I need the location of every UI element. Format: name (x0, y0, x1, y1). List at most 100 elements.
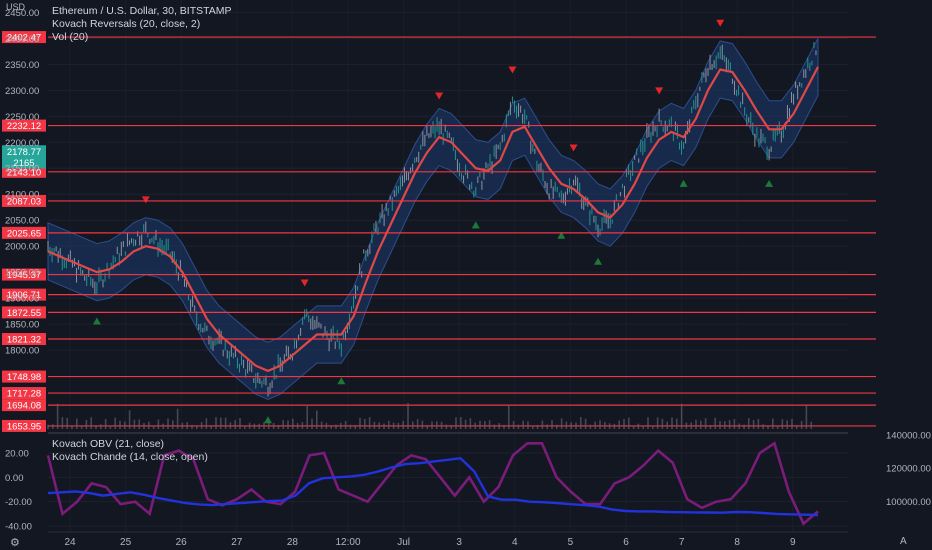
x-tick-label: 12:00 (335, 537, 360, 548)
price-label: 2165 (13, 158, 34, 169)
main-legend: Ethereum / U.S. Dollar, 30, BITSTAMP Kov… (52, 5, 232, 44)
level-tag (2, 119, 46, 132)
y-tick-label: 2050.00 (5, 216, 39, 227)
y-tick-label: 2100.00 (5, 190, 39, 201)
sell-marker (508, 66, 517, 74)
level-label: 1717.28 (7, 389, 41, 400)
x-tick-label: 6 (623, 537, 629, 548)
level-tag (2, 399, 46, 412)
level-label: 1748.98 (7, 372, 41, 383)
level-tag (2, 226, 46, 239)
axes: 2450.002400.002350.002300.002250.002200.… (5, 8, 848, 548)
buy-marker (557, 231, 566, 239)
buy-marker (92, 317, 101, 325)
level-label: 2232.12 (7, 121, 41, 132)
indicator-obv-label[interactable]: Kovach OBV (21, close) (52, 438, 165, 450)
lower-indicator-pane: 20.00 0.00 -20.00 -40.00 140000.00 120000.00 1… (5, 431, 931, 533)
level-tag (2, 306, 46, 319)
reversal-moving-average (47, 66, 819, 373)
level-label: 1821.32 (7, 334, 41, 345)
sell-marker (569, 144, 578, 152)
band-area (47, 38, 819, 400)
price-label: 2178.77 (7, 147, 41, 158)
sell-marker (141, 196, 150, 204)
currency-label[interactable]: USD (6, 2, 26, 12)
sell-marker (435, 92, 444, 100)
buy-marker (471, 221, 480, 229)
indicator-chande-label[interactable]: Kovach Chande (14, close, open) (52, 451, 208, 463)
level-label: 2143.10 (7, 167, 41, 178)
level-label: 2025.65 (7, 228, 41, 239)
lower-y2-tick-label: 100000.00 (886, 497, 931, 508)
y-tick-label: 2300.00 (5, 86, 39, 97)
level-tag (2, 194, 46, 207)
y-tick-label: 1850.00 (5, 320, 39, 331)
indicator-volume-label[interactable]: Vol (20) (52, 31, 89, 43)
y-tick-label: 2250.00 (5, 112, 39, 123)
ma-line (47, 66, 819, 373)
y-tick-label: 2400.00 (5, 34, 39, 45)
indicator-reversals-label[interactable]: Kovach Reversals (20, close, 2) (52, 18, 201, 30)
x-tick-label: 24 (64, 537, 76, 548)
lower-y-tick-label: 20.00 (5, 449, 29, 460)
buy-marker (765, 179, 774, 187)
level-tag (2, 419, 46, 432)
x-tick-label: 28 (287, 537, 299, 548)
sell-marker (655, 87, 664, 95)
level-tag (2, 332, 46, 345)
lower-y-tick-label: -40.00 (5, 522, 32, 533)
level-label: 1872.55 (7, 308, 41, 319)
x-tick-label: 4 (512, 537, 518, 548)
chande-line (46, 441, 819, 526)
y-tick-label: 2450.00 (5, 8, 39, 19)
support-resistance-lines: 2402.47 2232.12 2143.10 2087.03 2025.65 1945.… (2, 31, 876, 432)
level-label: 2402.47 (7, 33, 41, 44)
buy-marker (679, 179, 688, 187)
level-tag (2, 268, 46, 281)
y-tick-label: 2150.00 (5, 164, 39, 175)
level-label: 1906.71 (7, 290, 41, 301)
symbol-title[interactable]: Ethereum / U.S. Dollar, 30, BITSTAMP (52, 5, 232, 17)
y-tick-label: 1900.00 (5, 294, 39, 305)
level-tag (2, 370, 46, 383)
price-tag (2, 145, 46, 158)
reversal-markers (92, 19, 774, 424)
auto-scale-button[interactable]: A (900, 536, 907, 547)
x-tick-label: 3 (456, 537, 462, 548)
level-tag (2, 387, 46, 400)
lower-y-tick-label: 0.00 (5, 473, 24, 484)
x-tick-label: 26 (176, 537, 188, 548)
y-tick-label: 1950.00 (5, 268, 39, 279)
lower-y2-tick-label: 140000.00 (886, 431, 931, 442)
level-label: 2087.03 (7, 196, 41, 207)
level-tag (2, 165, 46, 178)
volume-histogram (47, 403, 813, 429)
x-tick-label: 27 (231, 537, 243, 548)
buy-marker (594, 257, 602, 265)
x-tick-label: 8 (734, 537, 740, 548)
level-label: 1694.08 (7, 401, 41, 412)
x-tick-label: Jul (397, 537, 410, 548)
settings-gear-icon[interactable]: ⚙ (10, 537, 20, 549)
price-tag (2, 156, 46, 169)
sell-marker (300, 279, 309, 287)
level-label: 1653.95 (7, 421, 41, 432)
buy-marker (337, 377, 346, 385)
obv-line (47, 456, 819, 517)
x-tick-label: 9 (790, 537, 796, 548)
level-tag (2, 288, 46, 301)
y-tick-label: 2200.00 (5, 138, 39, 149)
y-tick-label: 1800.00 (5, 346, 39, 357)
lower-y-tick-label: -20.00 (5, 497, 32, 508)
sell-marker (716, 19, 725, 27)
level-label: 1945.37 (7, 270, 41, 281)
lower-y2-tick-label: 120000.00 (886, 464, 931, 475)
y-tick-label: 2000.00 (5, 242, 39, 253)
lower-legend: Kovach OBV (21, close) Kovach Chande (14… (52, 438, 208, 464)
buy-marker (264, 416, 272, 424)
reversal-band (47, 38, 819, 400)
x-tick-label: 5 (568, 537, 574, 548)
level-tag (2, 31, 46, 44)
x-tick-label: 7 (679, 537, 685, 548)
